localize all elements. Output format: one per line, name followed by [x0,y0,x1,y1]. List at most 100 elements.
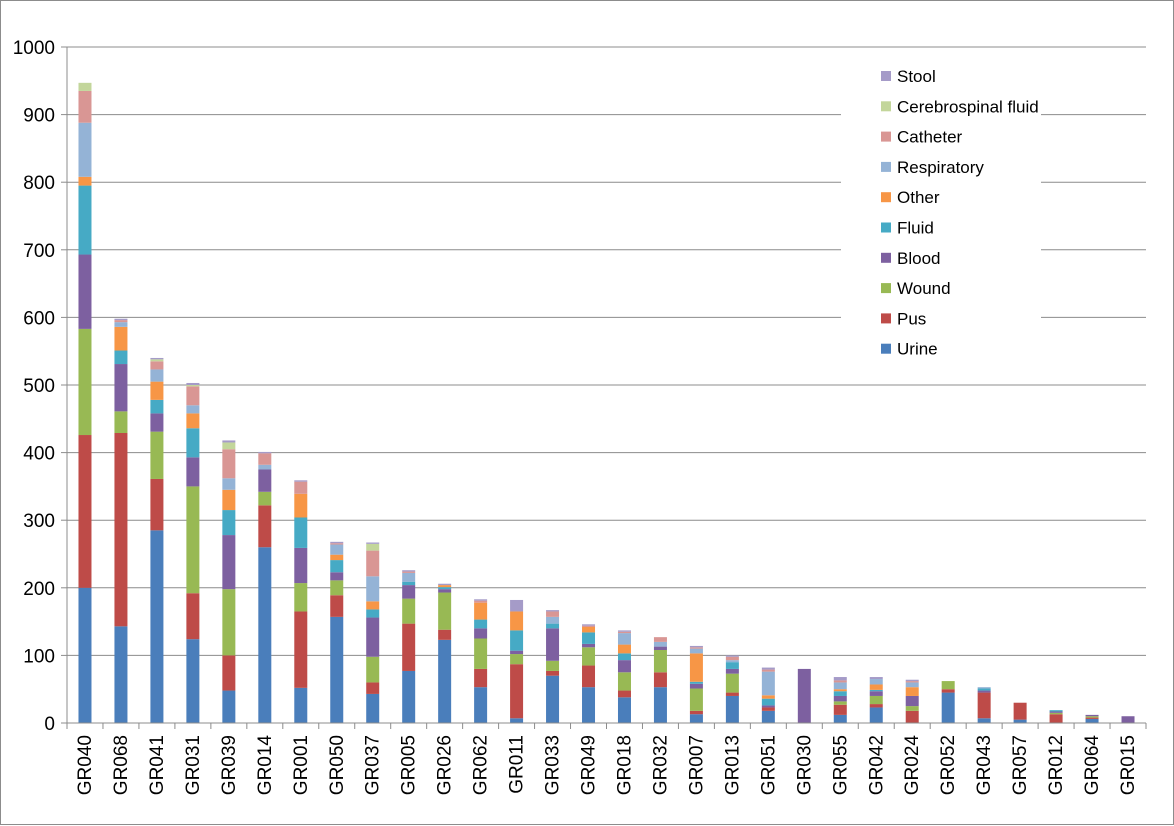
legend-item-stool: Stool [881,67,936,86]
bar-segment-GR040-other [78,176,92,186]
bar-segment-GR032-wound [653,649,667,673]
bar-segment-GR001-urine [294,687,308,723]
x-tick-label: GR037 [363,735,384,795]
bar-segment-GR011-other [510,611,524,631]
bar-segment-GR068-other [114,326,128,351]
legend-label: Urine [897,340,938,359]
bar-segment-GR037-respiratory [366,576,380,602]
bar-segment-GR068-pus [114,432,128,627]
y-tick-label: 100 [23,646,55,667]
bar-segment-GR031-other [186,413,200,429]
legend-item-respiratory: Respiratory [881,158,984,177]
bar-segment-GR032-respiratory [653,641,667,647]
legend-label: Other [897,188,940,207]
bar-segment-GR026-stool [438,583,452,586]
bar-segment-GR031-pus [186,593,200,640]
bar-segment-GR040-fluid [78,185,92,255]
bar-segment-GR049-urine [582,687,596,723]
bar-segment-GR050-respiratory [330,544,344,555]
bar-segment-GR042-urine [869,707,883,723]
bar-segment-GR068-catheter [114,320,128,323]
bar-segment-GR041-blood [150,413,164,432]
bar-segment-GR031-respiratory [186,405,200,414]
bar-segment-GR024-stool [905,679,919,682]
bar-segment-GR018-stool [617,630,631,632]
bar-segment-GR052-urine [941,692,955,723]
x-tick-label: GR015 [1118,735,1139,795]
bar-segment-GR051-other [761,695,775,699]
x-tick-labels: GR040 GR068 GR041 GR031 GR039 GR014 GR001 GR050… [75,735,1139,796]
y-tick-label: 800 [23,173,55,194]
x-tick-label: GR042 [866,735,887,795]
bar-segment-GR041-cerebrospinal-fluid [150,359,164,362]
legend-swatch [881,313,891,324]
bar-segment-GR018-blood [617,660,631,673]
bar-segment-GR013-stool [725,655,739,657]
bar-segment-GR026-wound [438,592,452,630]
y-tick-label: 1000 [13,38,55,59]
bar-segment-GR055-respiratory [833,682,847,690]
bar-segment-GR049-pus [582,665,596,688]
legend-item-other: Other [881,188,940,207]
bar-segment-GR005-wound [402,598,416,624]
x-tick-label: GR013 [722,735,743,795]
x-tick-label: GR012 [1046,735,1067,795]
bar-segment-GR064-pus [1085,717,1099,719]
bar-segment-GR013-respiratory [725,660,739,663]
bar-segment-GR032-blood [653,646,667,650]
x-tick-label: GR005 [399,735,420,795]
legend-item-fluid: Fluid [881,219,934,238]
bar-segment-GR037-pus [366,682,380,694]
legend-label: Fluid [897,219,934,238]
bar-segment-GR018-other [617,644,631,654]
x-tick-label: GR014 [255,735,276,796]
bar-segment-GR050-blood [330,572,344,581]
x-tick-label: GR007 [686,735,707,795]
x-tick-label: GR039 [219,735,240,795]
bar-segment-GR015-blood [1121,716,1135,723]
bar-segment-GR040-blood [78,254,92,329]
bar-segment-GR049-blood [582,643,596,648]
x-tick-label: GR030 [794,735,815,795]
bar-segment-GR032-urine [653,687,667,723]
bar-segment-GR052-pus [941,689,955,693]
bar-segment-GR007-pus [689,710,703,715]
legend-label: Cerebrospinal fluid [897,97,1039,116]
legend-swatch [881,131,891,142]
bar-segment-GR062-urine [474,687,488,723]
bar-segment-GR068-wound [114,411,128,433]
bar-segment-GR062-other [474,602,488,620]
x-tick-label: GR057 [1010,735,1031,795]
bar-segment-GR043-urine [977,718,991,723]
bar-segment-GR031-fluid [186,428,200,458]
bar-segment-GR011-urine [510,718,524,723]
bar-segment-GR042-fluid [869,689,883,692]
bar-segment-GR043-respiratory [977,687,991,689]
bar-segment-GR055-pus [833,704,847,715]
legend-swatch [881,71,891,81]
bar-segment-GR005-pus [402,623,416,671]
legend-swatch [881,252,891,263]
legend-item-cerebrospinal-fluid: Cerebrospinal fluid [881,97,1039,116]
bar-segment-GR031-blood [186,457,200,487]
bar-segment-GR050-urine [330,616,344,723]
legend-label: Respiratory [897,158,984,177]
legend: Stool Cerebrospinal fluid Catheter Respirat… [841,61,1041,368]
y-tick-label: 900 [23,106,55,127]
bar-segment-GR030-blood [797,668,811,723]
legend-item-catheter: Catheter [881,128,963,147]
x-tick-label: GR040 [75,735,96,795]
bar-segment-GR039-other [222,489,236,511]
bar-segment-GR013-catheter [725,656,739,661]
bar-segment-GR024-other [905,687,919,696]
x-tick-label: GR011 [507,735,528,794]
bar-segment-GR001-catheter [294,481,308,494]
bar-segment-GR041-fluid [150,399,164,414]
bar-segment-GR037-urine [366,693,380,723]
bar-segment-GR043-blood [977,690,991,693]
bar-segment-GR039-respiratory [222,478,236,490]
bar-segment-GR001-blood [294,547,308,584]
legend-label: Blood [897,249,940,268]
x-tick-label: GR033 [543,735,564,795]
y-tick-label: 300 [23,511,55,532]
